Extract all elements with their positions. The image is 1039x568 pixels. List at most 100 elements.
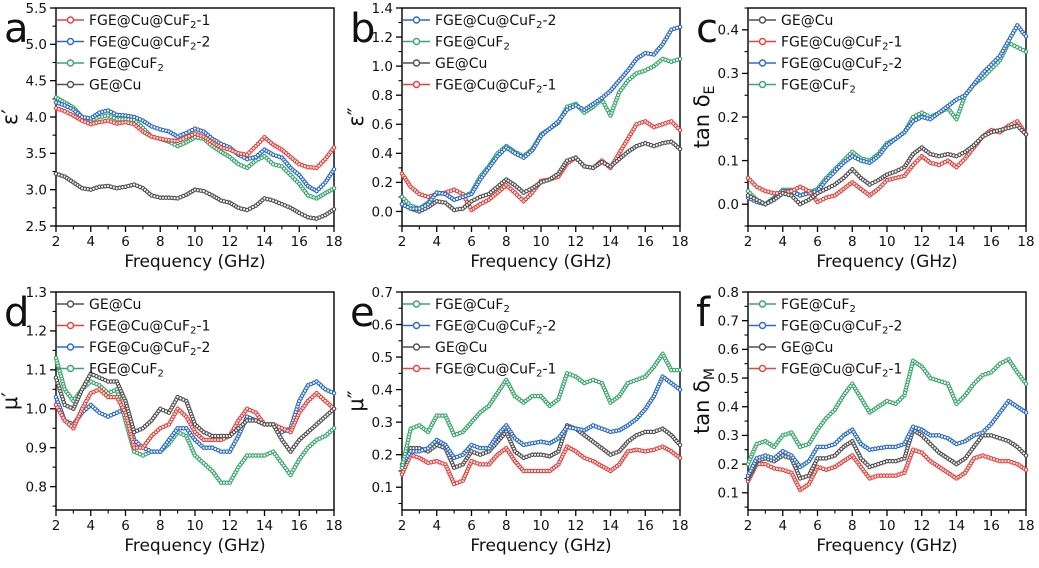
x-axis: 2 4 6 8 10 12 14 16 18: [398, 226, 689, 250]
panel-letter-d: d: [4, 290, 29, 336]
panel-b: b 2 4 6 8 10 12 14 16 18 0.0 0.2 0.4 0.6 0.8 1.0 1.2 1.4 F…: [346, 0, 692, 284]
y-tick-label: 0.0: [718, 197, 739, 213]
legend-label: FGE@Cu@CuF2-2: [781, 56, 902, 74]
legend-label: FGE@CuF2: [781, 77, 856, 95]
y-axis: 0.0 0.2 0.4 0.6 0.8 1.0 1.2 1.4: [372, 1, 402, 227]
y-tick-label: 3.5: [26, 146, 47, 162]
legend-label: FGE@Cu@CuF2-1: [781, 34, 902, 52]
x-axis-title: Frequency (GHz): [124, 536, 265, 556]
legend: GE@Cu FGE@Cu@CuF2-1 FGE@Cu@CuF2-2 FGE@CuF2: [57, 297, 210, 379]
x-axis: 2 4 6 8 10 12 14 16 18: [744, 226, 1035, 250]
legend-label: FGE@Cu@CuF2-1: [89, 13, 210, 31]
series-FGE@Cu@CuF₂-2: [745, 398, 1029, 478]
legend: FGE@Cu@CuF2-1 FGE@Cu@CuF2-2 FGE@CuF2 GE@Cu: [57, 13, 210, 93]
x-tick-label: 14: [602, 234, 619, 250]
chart-e: e 2 4 6 8 10 12 14 16 18 0.1 0.2 0.3 0.4 0.5 0.6 0.7 Freq…: [346, 285, 689, 556]
series-GE@Cu: [399, 139, 683, 214]
x-axis: 2 4 6 8 10 12 14 16 18: [398, 510, 689, 534]
legend-entry-GE@Cu: GE@Cu: [403, 56, 487, 72]
legend-label: FGE@Cu@CuF2-2: [435, 13, 556, 31]
y-tick-label: 0.0: [372, 204, 393, 220]
legend-label: FGE@Cu@CuF2-1: [781, 361, 902, 379]
x-tick-label: 2: [52, 518, 61, 534]
y-tick-label: 1.4: [372, 1, 393, 17]
x-tick-label: 4: [86, 518, 95, 534]
x-tick-label: 18: [1017, 518, 1034, 534]
series-FGE@Cu@CuF₂-1: [745, 447, 1029, 493]
series-GE@Cu: [745, 123, 1029, 207]
legend-label: GE@Cu: [781, 13, 833, 29]
x-axis-title: Frequency (GHz): [470, 252, 611, 272]
x-tick-label: 8: [848, 234, 857, 250]
y-tick-label: 0.4: [718, 23, 739, 39]
chart-f: f 2 4 6 8 10 12 14 16 18 0.1 0.2 0.3 0.4 0.5 0.6 0.7 0.8 F…: [692, 285, 1035, 556]
y-axis-title: tan δM: [692, 368, 718, 434]
x-tick-label: 18: [671, 234, 688, 250]
y-tick-label: 4.5: [26, 73, 47, 89]
panel-a: a 2 4 6 8 10 12 14 16 18 2.5 3.0 3.5 4.0 4.5 5.0 5.5 Freq…: [0, 0, 346, 284]
x-axis-title: Frequency (GHz): [124, 252, 265, 272]
series-FGE@CuF₂: [745, 357, 1029, 467]
legend-entry-FGE@Cu@CuF₂-2: FGE@Cu@CuF2-2: [403, 318, 556, 336]
legend-label: FGE@Cu@CuF2-1: [435, 77, 556, 95]
legend-entry-FGE@Cu@CuF₂-1: FGE@Cu@CuF2-1: [403, 77, 556, 95]
panel-e: e 2 4 6 8 10 12 14 16 18 0.1 0.2 0.3 0.4 0.5 0.6 0.7 Freq…: [346, 284, 692, 568]
x-tick-label: 12: [567, 234, 584, 250]
y-tick-label: 0.4: [718, 400, 739, 416]
x-tick-label: 10: [878, 518, 895, 534]
panel-letter-f: f: [696, 290, 711, 336]
legend-label: FGE@CuF2: [435, 34, 510, 52]
chart-c: c 2 4 6 8 10 12 14 16 18 0.0 0.1 0.2 0.3 0.4 Frequency …: [692, 6, 1035, 272]
x-tick-label: 18: [325, 518, 342, 534]
x-tick-label: 10: [186, 518, 203, 534]
legend-entry-FGE@Cu@CuF₂-1: FGE@Cu@CuF2-1: [57, 318, 210, 336]
y-axis-title: ε′: [0, 109, 22, 125]
legend-label: FGE@CuF2: [89, 56, 164, 74]
legend-entry-FGE@Cu@CuF₂-2: FGE@Cu@CuF2-2: [749, 56, 902, 74]
y-tick-label: 0.4: [372, 146, 393, 162]
x-tick-label: 6: [467, 518, 476, 534]
x-tick-label: 6: [121, 518, 130, 534]
x-axis-title: Frequency (GHz): [816, 536, 957, 556]
legend: FGE@Cu@CuF2-2 FGE@CuF2 GE@Cu FGE@Cu@CuF2-1: [403, 13, 556, 95]
panel-c: c 2 4 6 8 10 12 14 16 18 0.0 0.1 0.2 0.3 0.4 Frequency …: [692, 0, 1039, 284]
legend-entry-FGE@Cu@CuF₂-2: FGE@Cu@CuF2-2: [57, 340, 210, 358]
legend-label: FGE@Cu@CuF2-2: [89, 340, 210, 358]
legend-entry-FGE@CuF₂: FGE@CuF2: [57, 361, 164, 379]
x-tick-label: 2: [398, 518, 407, 534]
legend: FGE@CuF2 FGE@Cu@CuF2-2 GE@Cu FGE@Cu@CuF2-1: [403, 297, 556, 379]
x-tick-label: 18: [325, 234, 342, 250]
series-FGE@Cu@CuF₂-2: [399, 24, 683, 211]
y-tick-label: 1.1: [26, 363, 47, 379]
x-tick-label: 12: [221, 234, 238, 250]
series-FGE@Cu@CuF₂-2: [399, 374, 683, 467]
x-tick-label: 10: [186, 234, 203, 250]
x-tick-label: 8: [502, 234, 511, 250]
x-tick-label: 8: [156, 518, 165, 534]
y-tick-label: 1.0: [26, 402, 47, 418]
legend: FGE@CuF2 FGE@Cu@CuF2-2 GE@Cu FGE@Cu@CuF2-1: [749, 297, 902, 379]
y-tick-label: 0.2: [372, 175, 393, 191]
x-tick-label: 4: [86, 234, 95, 250]
legend-label: GE@Cu: [89, 297, 141, 313]
legend-entry-GE@Cu: GE@Cu: [749, 340, 833, 356]
legend-label: GE@Cu: [781, 340, 833, 356]
x-tick-label: 8: [848, 518, 857, 534]
x-axis: 2 4 6 8 10 12 14 16 18: [744, 510, 1035, 534]
y-axis: 0.1 0.2 0.3 0.4 0.5 0.6 0.7 0.8: [718, 285, 748, 508]
x-tick-label: 18: [671, 518, 688, 534]
legend-entry-FGE@CuF₂: FGE@CuF2: [57, 56, 164, 74]
legend-entry-FGE@CuF₂: FGE@CuF2: [403, 297, 510, 315]
x-tick-label: 2: [744, 518, 753, 534]
y-tick-label: 0.8: [718, 285, 739, 301]
x-tick-label: 4: [432, 518, 441, 534]
y-tick-label: 0.2: [372, 447, 393, 463]
y-tick-label: 0.3: [372, 415, 393, 431]
y-tick-label: 4.0: [26, 110, 47, 126]
x-tick-label: 6: [121, 234, 130, 250]
x-axis: 2 4 6 8 10 12 14 16 18: [52, 226, 343, 250]
legend-entry-FGE@CuF₂: FGE@CuF2: [749, 77, 856, 95]
x-axis: 2 4 6 8 10 12 14 16 18: [52, 510, 343, 534]
x-axis-title: Frequency (GHz): [816, 252, 957, 272]
y-axis: 0.1 0.2 0.3 0.4 0.5 0.6 0.7: [372, 285, 402, 505]
